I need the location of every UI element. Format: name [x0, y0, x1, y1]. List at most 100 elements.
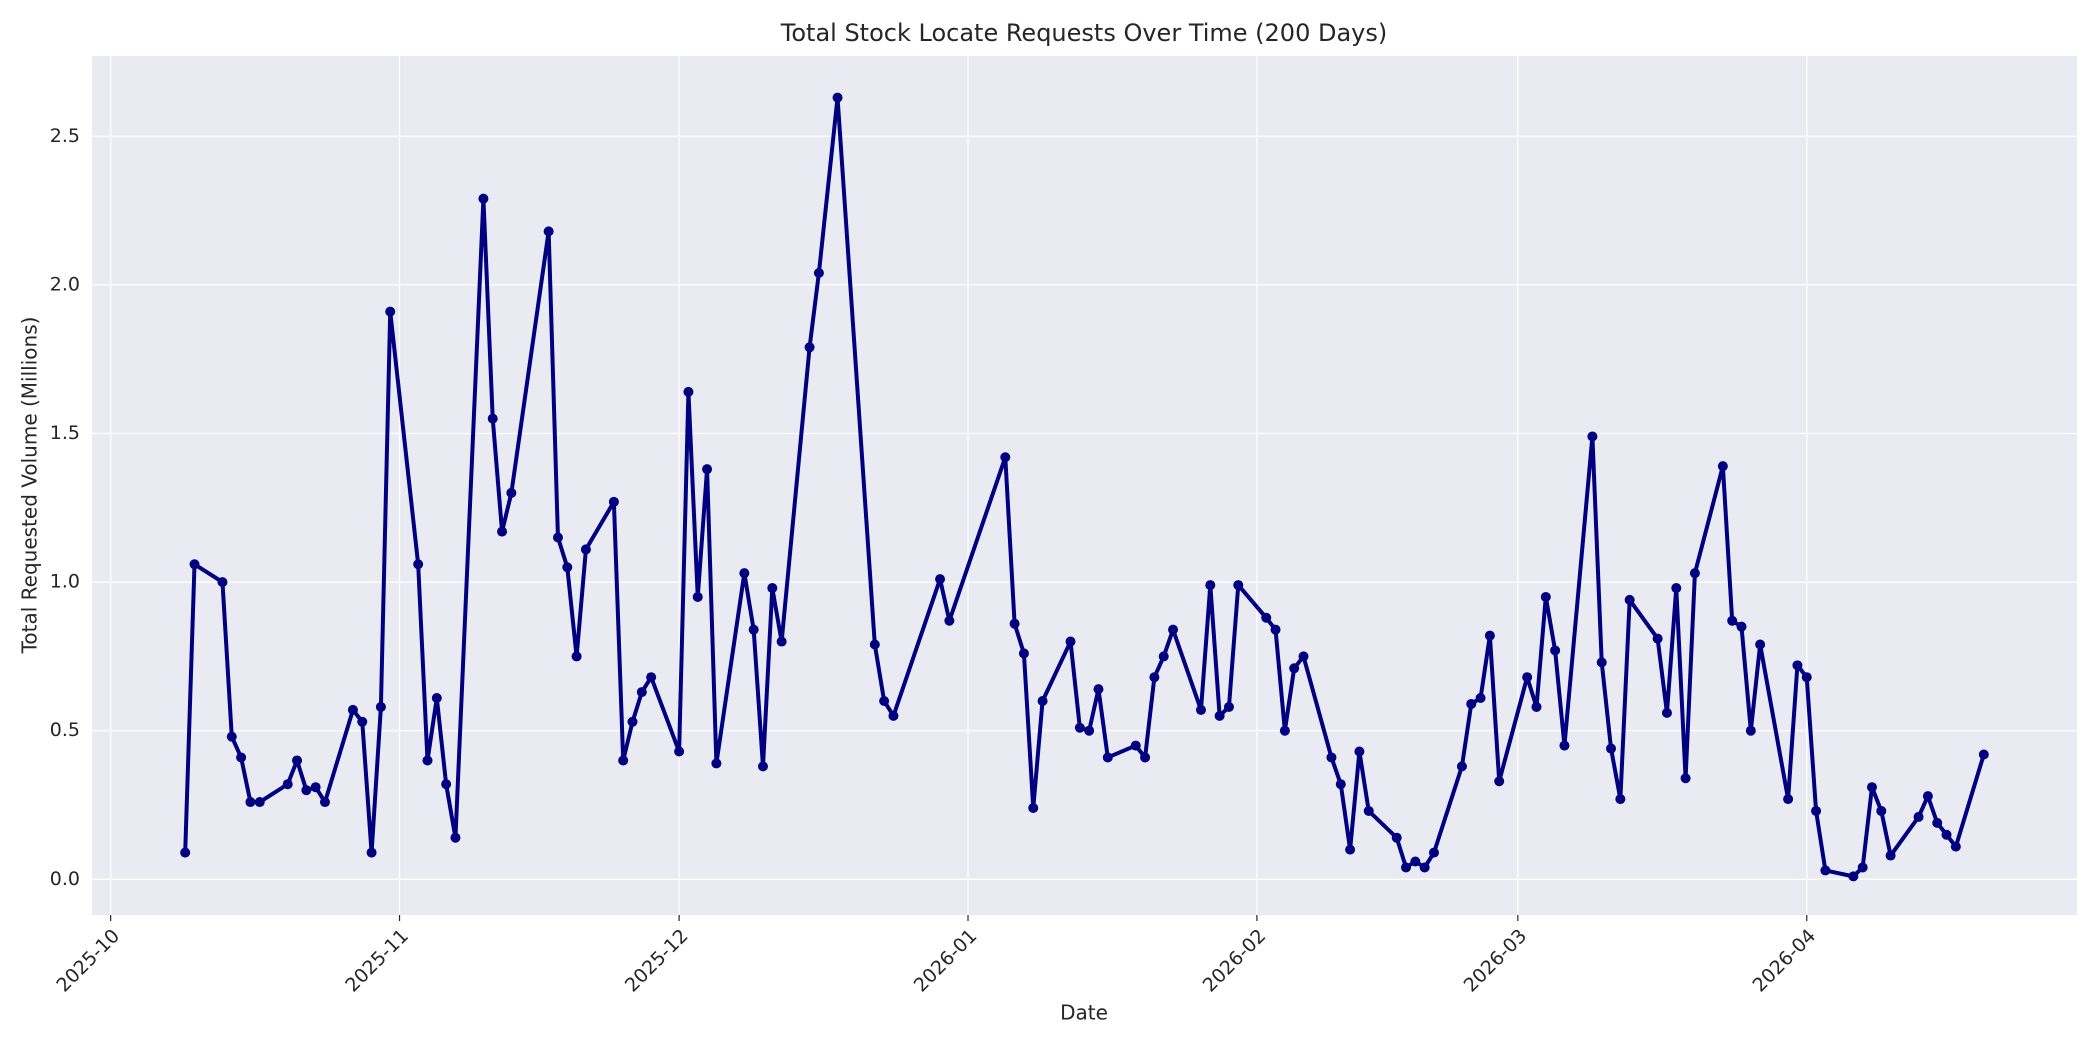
data-point: [1354, 746, 1365, 757]
data-point: [571, 651, 582, 662]
x-tick-label: 2026-02: [1199, 925, 1271, 997]
data-point: [1456, 761, 1467, 772]
data-point: [1932, 817, 1943, 828]
data-point: [189, 559, 200, 570]
data-point: [1727, 615, 1738, 626]
data-point: [1466, 698, 1477, 709]
y-tick-label: 0.0: [50, 868, 80, 890]
data-point: [1792, 660, 1803, 671]
data-point: [1326, 752, 1337, 763]
data-point: [1195, 704, 1206, 715]
data-point: [1335, 779, 1346, 790]
data-point: [1522, 672, 1533, 683]
data-point: [478, 193, 489, 204]
data-point: [1428, 847, 1439, 858]
data-point: [347, 704, 358, 715]
data-point: [226, 731, 237, 742]
data-point: [804, 342, 815, 353]
data-point: [832, 92, 843, 103]
data-point: [1941, 829, 1952, 840]
data-point: [562, 562, 573, 573]
data-point: [180, 847, 191, 858]
data-point: [310, 782, 321, 793]
data-point: [1028, 802, 1039, 813]
data-point: [1624, 594, 1635, 605]
data-point: [1587, 431, 1598, 442]
data-point: [1484, 630, 1495, 641]
data-point: [217, 577, 228, 588]
data-point: [1885, 850, 1896, 861]
x-tick-label: 2026-03: [1460, 925, 1532, 997]
x-tick-label: 2025-11: [341, 925, 413, 997]
data-point: [1783, 794, 1794, 805]
x-tick-label: 2025-10: [52, 925, 124, 997]
data-point: [1857, 862, 1868, 873]
data-point: [776, 636, 787, 647]
data-point: [1736, 621, 1747, 632]
data-point: [236, 752, 247, 763]
data-point: [674, 746, 685, 757]
data-point: [543, 226, 554, 237]
data-point: [1158, 651, 1169, 662]
data-point: [879, 695, 890, 706]
data-point: [413, 559, 424, 570]
data-point: [627, 716, 638, 727]
data-point: [375, 701, 386, 712]
data-point: [1922, 791, 1933, 802]
data-point: [1074, 722, 1085, 733]
data-point: [1084, 725, 1095, 736]
data-point: [1811, 805, 1822, 816]
data-point: [869, 639, 880, 650]
data-point: [1913, 811, 1924, 822]
data-point: [1755, 639, 1766, 650]
x-tick-label: 2026-04: [1748, 925, 1820, 997]
data-point: [1820, 865, 1831, 876]
data-point: [1037, 695, 1048, 706]
data-point: [1345, 844, 1356, 855]
data-point: [1866, 782, 1877, 793]
data-point: [935, 574, 946, 585]
data-point: [319, 797, 330, 808]
data-point: [767, 583, 778, 594]
data-point: [1289, 663, 1300, 674]
data-point: [1615, 794, 1626, 805]
plot-area: [92, 56, 2077, 915]
data-point: [1223, 701, 1234, 712]
data-point: [431, 693, 442, 704]
data-point: [1233, 580, 1244, 591]
data-point: [757, 761, 768, 772]
data-point: [1801, 672, 1812, 683]
data-point: [646, 672, 657, 683]
data-point: [1102, 752, 1113, 763]
data-point: [1494, 776, 1505, 787]
data-point: [1214, 710, 1225, 721]
data-point: [944, 615, 955, 626]
data-point: [888, 710, 899, 721]
data-point: [1475, 693, 1486, 704]
data-point: [1606, 743, 1617, 754]
y-tick-label: 1.0: [50, 571, 80, 593]
data-point: [1848, 871, 1859, 882]
data-line: [183, 95, 1986, 879]
data-point: [1000, 452, 1011, 463]
data-point: [1661, 707, 1672, 718]
data-point: [608, 496, 619, 507]
data-point: [245, 797, 256, 808]
y-tick-label: 2.0: [50, 273, 80, 295]
data-point: [441, 779, 452, 790]
data-point: [497, 526, 508, 537]
chart-title: Total Stock Locate Requests Over Time (2…: [780, 19, 1387, 47]
data-point: [1531, 701, 1542, 712]
data-point: [1680, 773, 1691, 784]
data-point: [1270, 624, 1281, 635]
data-point: [692, 591, 703, 602]
data-point: [1559, 740, 1570, 751]
data-point: [282, 779, 293, 790]
data-point: [739, 568, 750, 579]
data-point: [618, 755, 629, 766]
data-point: [1018, 648, 1029, 659]
data-point: [552, 532, 563, 543]
data-point: [487, 413, 498, 424]
data-point: [1401, 862, 1412, 873]
